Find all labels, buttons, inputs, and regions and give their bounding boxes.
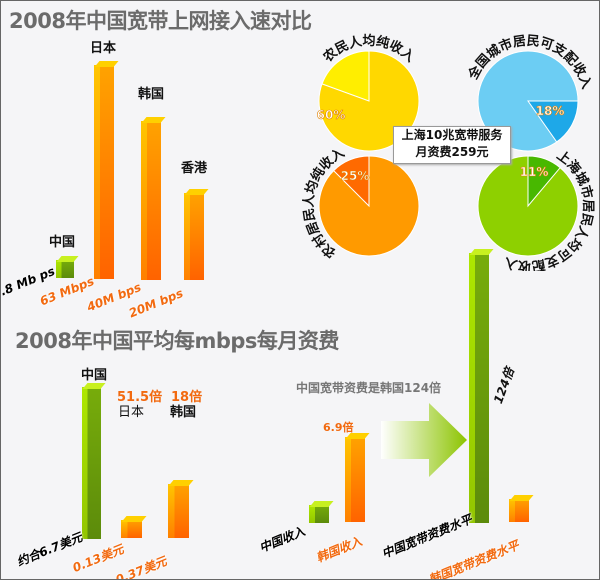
label-korea-broadband-fee: 韩国宽带资费水平 <box>426 538 521 580</box>
value-japan-fee: 0.13美元 <box>71 542 126 576</box>
value-korea-fee: 0.37美元 <box>114 554 169 580</box>
pie-percent-1: 18% <box>536 104 565 118</box>
pie-percent-0: 60% <box>317 108 346 122</box>
bar-china-income <box>309 501 334 523</box>
label-korea-fee: 韩国 <box>170 405 197 420</box>
bar-china-speed <box>56 256 79 278</box>
pie-slice-0 <box>321 50 370 102</box>
pie-percent-2: 25% <box>341 169 370 183</box>
label-china-broadband-fee: 中国宽带资费水平 <box>379 512 474 561</box>
bar-korea-broadband-fee <box>509 495 534 522</box>
label-korea-income: 韩国收入 <box>314 534 364 565</box>
ratio-fee: 124倍 <box>491 365 517 406</box>
arrow-right-icon <box>381 403 467 477</box>
ratio-japan: 51.5倍 <box>117 390 163 405</box>
chart1-title: 2008年中国宽带上网接入速对比 <box>9 9 312 33</box>
label-china-fee: 中国 <box>81 368 108 383</box>
bar-korea-speed <box>141 117 166 280</box>
bar-china-fee <box>82 383 106 539</box>
pie-percent-3: 11% <box>520 165 549 179</box>
bar-hongkong-speed <box>184 189 209 280</box>
pie-slice-1 <box>527 100 579 143</box>
bar-korea-income <box>345 433 370 522</box>
label-china: 中国 <box>49 235 76 250</box>
label-japan: 日本 <box>90 41 117 56</box>
label-china-income: 中国收入 <box>257 524 307 555</box>
pie-slice-2 <box>332 155 370 208</box>
bar-china-broadband-fee <box>469 249 494 523</box>
center-label-line1: 上海10兆宽带服务 <box>401 128 503 142</box>
pie-slice-3 <box>527 155 561 208</box>
center-price-box: 上海10兆宽带服务 月资费259元 <box>393 126 511 164</box>
bar-japan-fee <box>121 516 147 538</box>
ratio-korea: 18倍 <box>171 390 203 405</box>
center-label-line2: 月资费259元 <box>415 145 489 159</box>
comparison-note: 中国宽带资费是韩国124倍 <box>296 381 442 395</box>
bar-japan-speed <box>94 61 119 279</box>
bar-korea-fee <box>168 480 194 538</box>
label-hongkong: 香港 <box>181 161 208 176</box>
chart2-title: 2008年中国平均每mbps每月资费 <box>15 329 339 353</box>
ratio-income: 6.9倍 <box>323 421 354 434</box>
label-japan-fee: 日本 <box>118 405 145 420</box>
label-korea: 韩国 <box>138 87 165 102</box>
